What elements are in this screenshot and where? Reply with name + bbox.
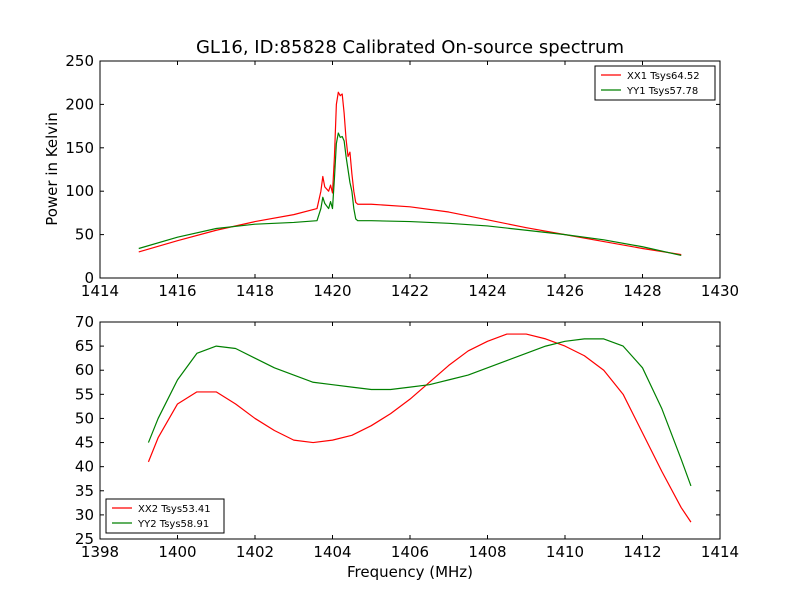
legend-box: [594, 65, 716, 101]
x-tick-label: 1414: [701, 543, 739, 561]
y-tick-label: 25: [75, 530, 94, 548]
y-tick-label: 50: [75, 226, 94, 244]
x-tick-label: 1416: [158, 282, 196, 300]
legend-entry: YY2 Tsys58.91: [137, 519, 209, 530]
y-tick-label: 70: [75, 313, 94, 331]
series-line-1-1: [138, 91, 682, 256]
x-tick-label: 1414: [81, 282, 119, 300]
x-tick-label: 1406: [391, 543, 429, 561]
x-tick-label: 1400: [158, 543, 196, 561]
x-tick-label: 1398: [81, 543, 119, 561]
y-tick-label: 150: [65, 139, 94, 157]
x-tick-label: 1410: [546, 543, 584, 561]
y-tick-label: 200: [65, 95, 94, 113]
y-tick-label: 100: [65, 182, 94, 200]
y-tick-label: 45: [75, 434, 94, 452]
figure-title: GL16, ID:85828 Calibrated On-source spec…: [196, 37, 624, 58]
legend-entry: YY1 Tsys57.78: [626, 86, 698, 97]
x-tick-label: 1404: [313, 543, 351, 561]
x-tick-label: 1418: [236, 282, 274, 300]
legend-entry: XX2 Tsys53.41: [138, 504, 211, 515]
x-tick-label: 1424: [468, 282, 506, 300]
y-tick-label: 60: [75, 361, 94, 379]
x-tick-label: 1422: [391, 282, 429, 300]
y-tick-label: 65: [75, 337, 94, 355]
y-tick-label: 50: [75, 409, 94, 427]
bottom-spectrum-panel: 1398 1400 1402 1404 1406 1408 1410 1412 1414 25 30…: [75, 313, 739, 561]
x-tick-label: 1408: [468, 543, 506, 561]
x-axis-label-bottom: Frequency (MHz): [347, 563, 473, 581]
y-tick-label: 40: [75, 458, 94, 476]
legend-entry: XX1 Tsys64.52: [627, 71, 700, 82]
top-spectrum-panel: 1414 1416 1418 1420 1422 1424 1426 1428 1430 0 50 1…: [65, 52, 739, 300]
series-line-2-1: [147, 333, 692, 523]
x-tick-label: 1426: [546, 282, 584, 300]
x-tick-label: 1402: [236, 543, 274, 561]
x-tick-label: 1412: [623, 543, 661, 561]
y-tick-label: 55: [75, 385, 94, 403]
legend-box: [105, 498, 225, 534]
y-tick-label: 35: [75, 482, 94, 500]
y-tick-label: 30: [75, 506, 94, 524]
x-tick-label: 1420: [313, 282, 351, 300]
series-line-2-2: [147, 338, 692, 487]
y-tick-label: 0: [84, 269, 94, 287]
x-tick-label: 1430: [701, 282, 739, 300]
series-line-1-2: [138, 132, 682, 257]
y-tick-label: 250: [65, 52, 94, 70]
x-tick-label: 1428: [623, 282, 661, 300]
y-axis-label-top: Power in Kelvin: [43, 112, 61, 226]
